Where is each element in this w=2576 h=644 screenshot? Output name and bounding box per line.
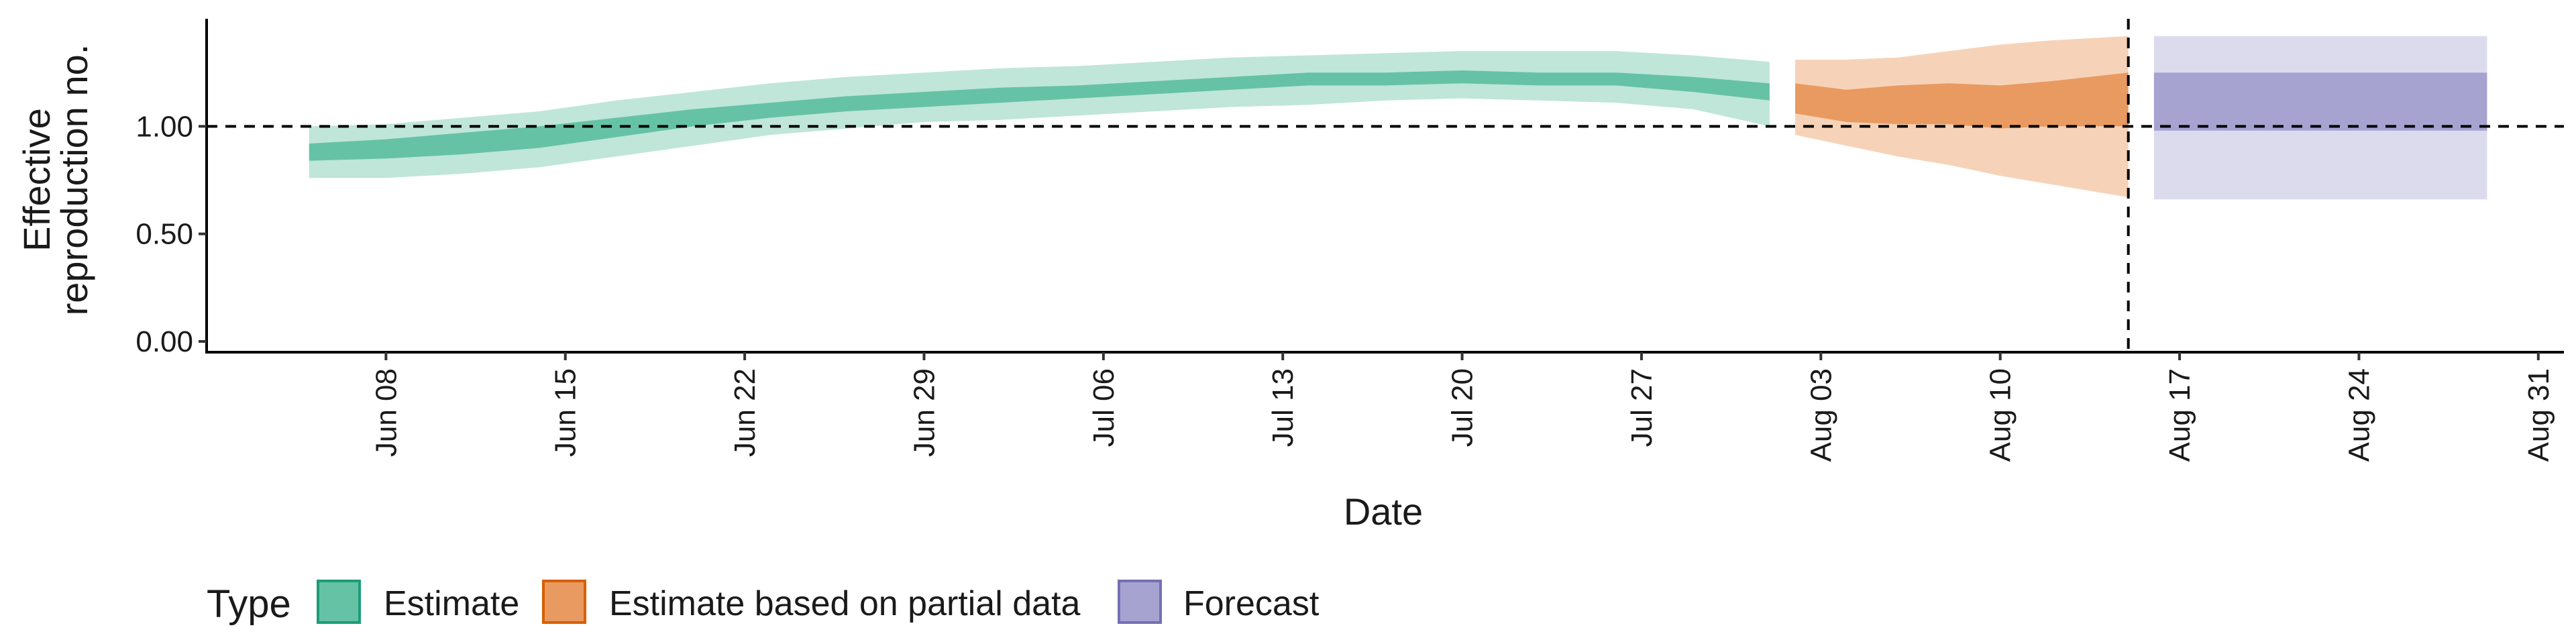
y-axis-title: Effective reproduction no. [15,44,95,316]
x-tick-label: Jun 08 [370,368,402,457]
x-tick-label: Jul 27 [1625,368,1658,447]
legend-title: Type [207,582,291,626]
y-axis-title-line-2: reproduction no. [53,44,95,316]
x-tick-label: Jun 29 [908,368,941,457]
y-tick-label: 0.00 [136,325,193,358]
x-tick-label: Aug 24 [2343,368,2375,462]
forecast-inner-band [2153,72,2487,131]
legend-key-forecast [1118,580,1162,624]
x-tick-label: Jul 06 [1087,368,1120,447]
axes [205,19,2564,354]
x-tick-label: Jun 15 [549,368,582,457]
legend-key-estimate [317,580,361,624]
x-tick-label: Jul 20 [1446,368,1479,447]
estimate-based-on-partial-data-inner-band [1795,72,2129,129]
legend-label-forecast: Forecast [1183,584,1320,623]
estimate-inner-band [309,70,1770,161]
y-axis-title-line-1: Effective [15,108,58,252]
legend: Type Estimate Estimate based on partial … [207,580,1320,626]
x-ticks: Jun 08 Jun 15 Jun 22 Jun 29 Jul 06 Jul 13 Jul … [370,352,2555,462]
legend-label-partial: Estimate based on partial data [609,584,1081,623]
y-tick-label: 1.00 [136,110,193,143]
x-axis-title: Date [1344,490,1423,533]
x-tick-label: Aug 03 [1805,368,1837,462]
x-tick-label: Jul 13 [1267,368,1299,447]
x-tick-label: Aug 31 [2522,368,2555,462]
y-tick-label: 0.50 [136,218,193,251]
legend-key-partial [542,580,586,624]
estimate-outer-band [309,51,1770,178]
x-tick-label: Aug 17 [2163,368,2196,462]
y-ticks: 0.00 0.50 1.00 [136,110,207,358]
x-tick-label: Aug 10 [1984,368,2017,462]
x-tick-label: Jun 22 [729,368,761,457]
legend-label-estimate: Estimate [384,584,519,623]
estimate-bands [309,36,2487,200]
